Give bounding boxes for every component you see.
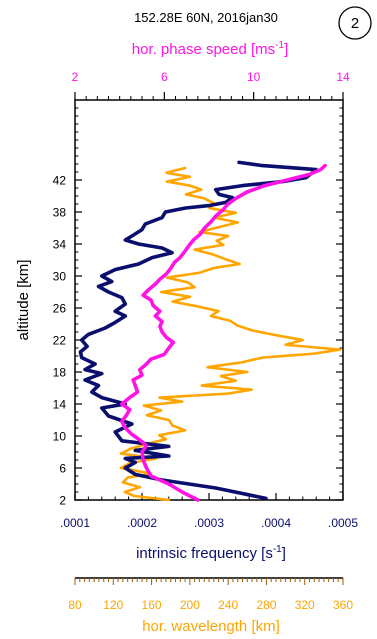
altitude-axis-label: altitude [km]: [15, 260, 32, 341]
wavelength-tick-label: 280: [256, 598, 276, 612]
y-tick-label: 22: [53, 334, 67, 348]
frequency-axis-label: intrinsic frequency [s-1]: [136, 544, 286, 562]
y-tick-label: 34: [53, 238, 67, 252]
phase-tick-label: 10: [247, 70, 261, 84]
badge-circle: [338, 6, 372, 40]
wavelength-tick-label: 360: [333, 598, 353, 612]
y-tick-label: 10: [53, 430, 67, 444]
y-tick-label: 6: [59, 462, 66, 476]
series-group: [78, 160, 342, 502]
frequency-tick-label: .0004: [261, 516, 291, 530]
plot-frame: [74, 99, 344, 501]
phase-tick-label: 6: [161, 70, 168, 84]
frequency-series-line: [78, 160, 318, 501]
phase-tick-label: 14: [336, 70, 350, 84]
wavelength-tick-label: 80: [68, 598, 82, 612]
y-tick-label: 18: [53, 366, 67, 380]
y-tick-label: 26: [53, 302, 67, 316]
wavelength-tick-label: 120: [103, 598, 123, 612]
y-tick-label: 30: [53, 270, 67, 284]
badge-number: 2: [351, 15, 359, 32]
phase-axis-ticks: 2 6 10 14: [72, 70, 350, 100]
phase-series-line: [120, 163, 327, 502]
wavelength-tick-label: 240: [218, 598, 238, 612]
y-tick-label: 14: [53, 398, 67, 412]
frequency-tick-label: .0002: [127, 516, 157, 530]
phase-tick-label: 2: [72, 70, 79, 84]
chart-title: 152.28E 60N, 2016jan30: [134, 10, 278, 25]
wavelength-tick-label: 200: [180, 598, 200, 612]
wavelength-tick-label: 160: [142, 598, 162, 612]
wavelength-series-line: [119, 166, 342, 502]
wavelength-tick-label: 320: [295, 598, 315, 612]
frequency-tick-label: .0003: [194, 516, 224, 530]
frequency-axis-ticks: .0001 .0002 .0003 .0004 .0005: [60, 493, 358, 530]
y-tick-label: 42: [53, 174, 67, 188]
phase-axis-label: hor. phase speed [ms-1]: [132, 40, 289, 58]
wavelength-axis: 80 120 160 200 240 280 320 360: [68, 577, 353, 612]
y-tick-label: 38: [53, 206, 67, 220]
frequency-tick-label: .0005: [328, 516, 358, 530]
frequency-tick-label: .0001: [60, 516, 90, 530]
y-tick-label: 2: [59, 494, 66, 508]
wavelength-axis-label: hor. wavelength [km]: [142, 618, 280, 635]
